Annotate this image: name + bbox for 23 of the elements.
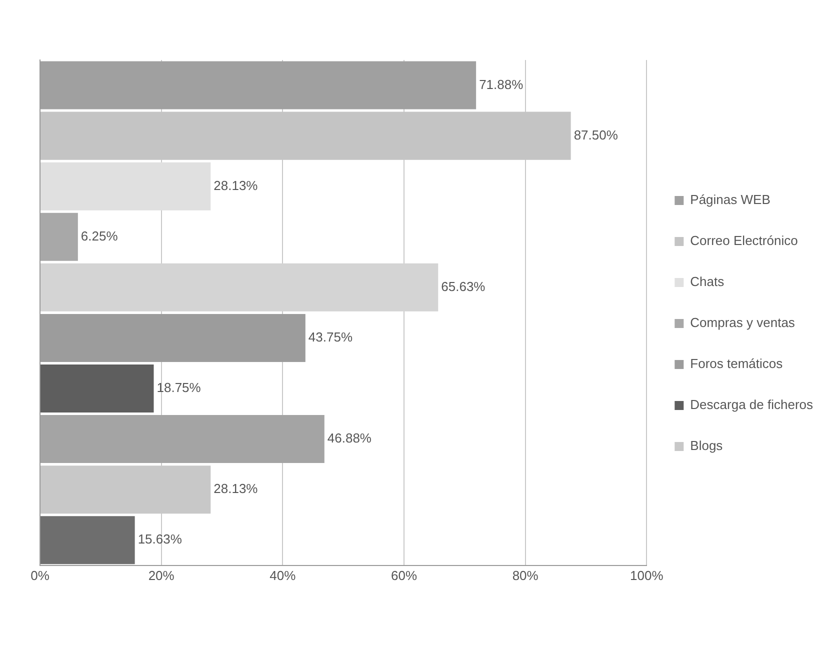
- data-label: 43.75%: [308, 330, 353, 345]
- x-tick-label: 0%: [30, 568, 50, 583]
- legend-label: Descarga de ficheros: [690, 397, 814, 412]
- x-tick-label: 20%: [148, 568, 175, 583]
- legend-label: Compras y ventas: [690, 315, 796, 330]
- legend-label: Correo Electrónico: [690, 233, 798, 248]
- legend-label: Páginas WEB: [690, 192, 770, 208]
- data-label: 28.13%: [214, 481, 258, 496]
- data-label: 18.75%: [156, 380, 202, 396]
- data-label: 46.88%: [327, 430, 372, 446]
- data-label: 6.25%: [80, 228, 118, 244]
- data-label: 15.63%: [138, 532, 182, 547]
- data-label: 28.13%: [214, 178, 258, 193]
- x-tick-label: 100%: [630, 568, 664, 583]
- x-tick-label: 60%: [390, 568, 418, 583]
- x-tick-label: 40%: [270, 568, 296, 583]
- legend-label: Chats: [690, 274, 725, 290]
- x-tick-label: 80%: [512, 568, 539, 583]
- data-label: 71.88%: [479, 76, 524, 92]
- data-label: 87.50%: [574, 127, 618, 142]
- legend-label: Blogs: [690, 438, 724, 454]
- data-label: 65.63%: [441, 279, 486, 294]
- legend-label: Foros temáticos: [690, 356, 784, 372]
